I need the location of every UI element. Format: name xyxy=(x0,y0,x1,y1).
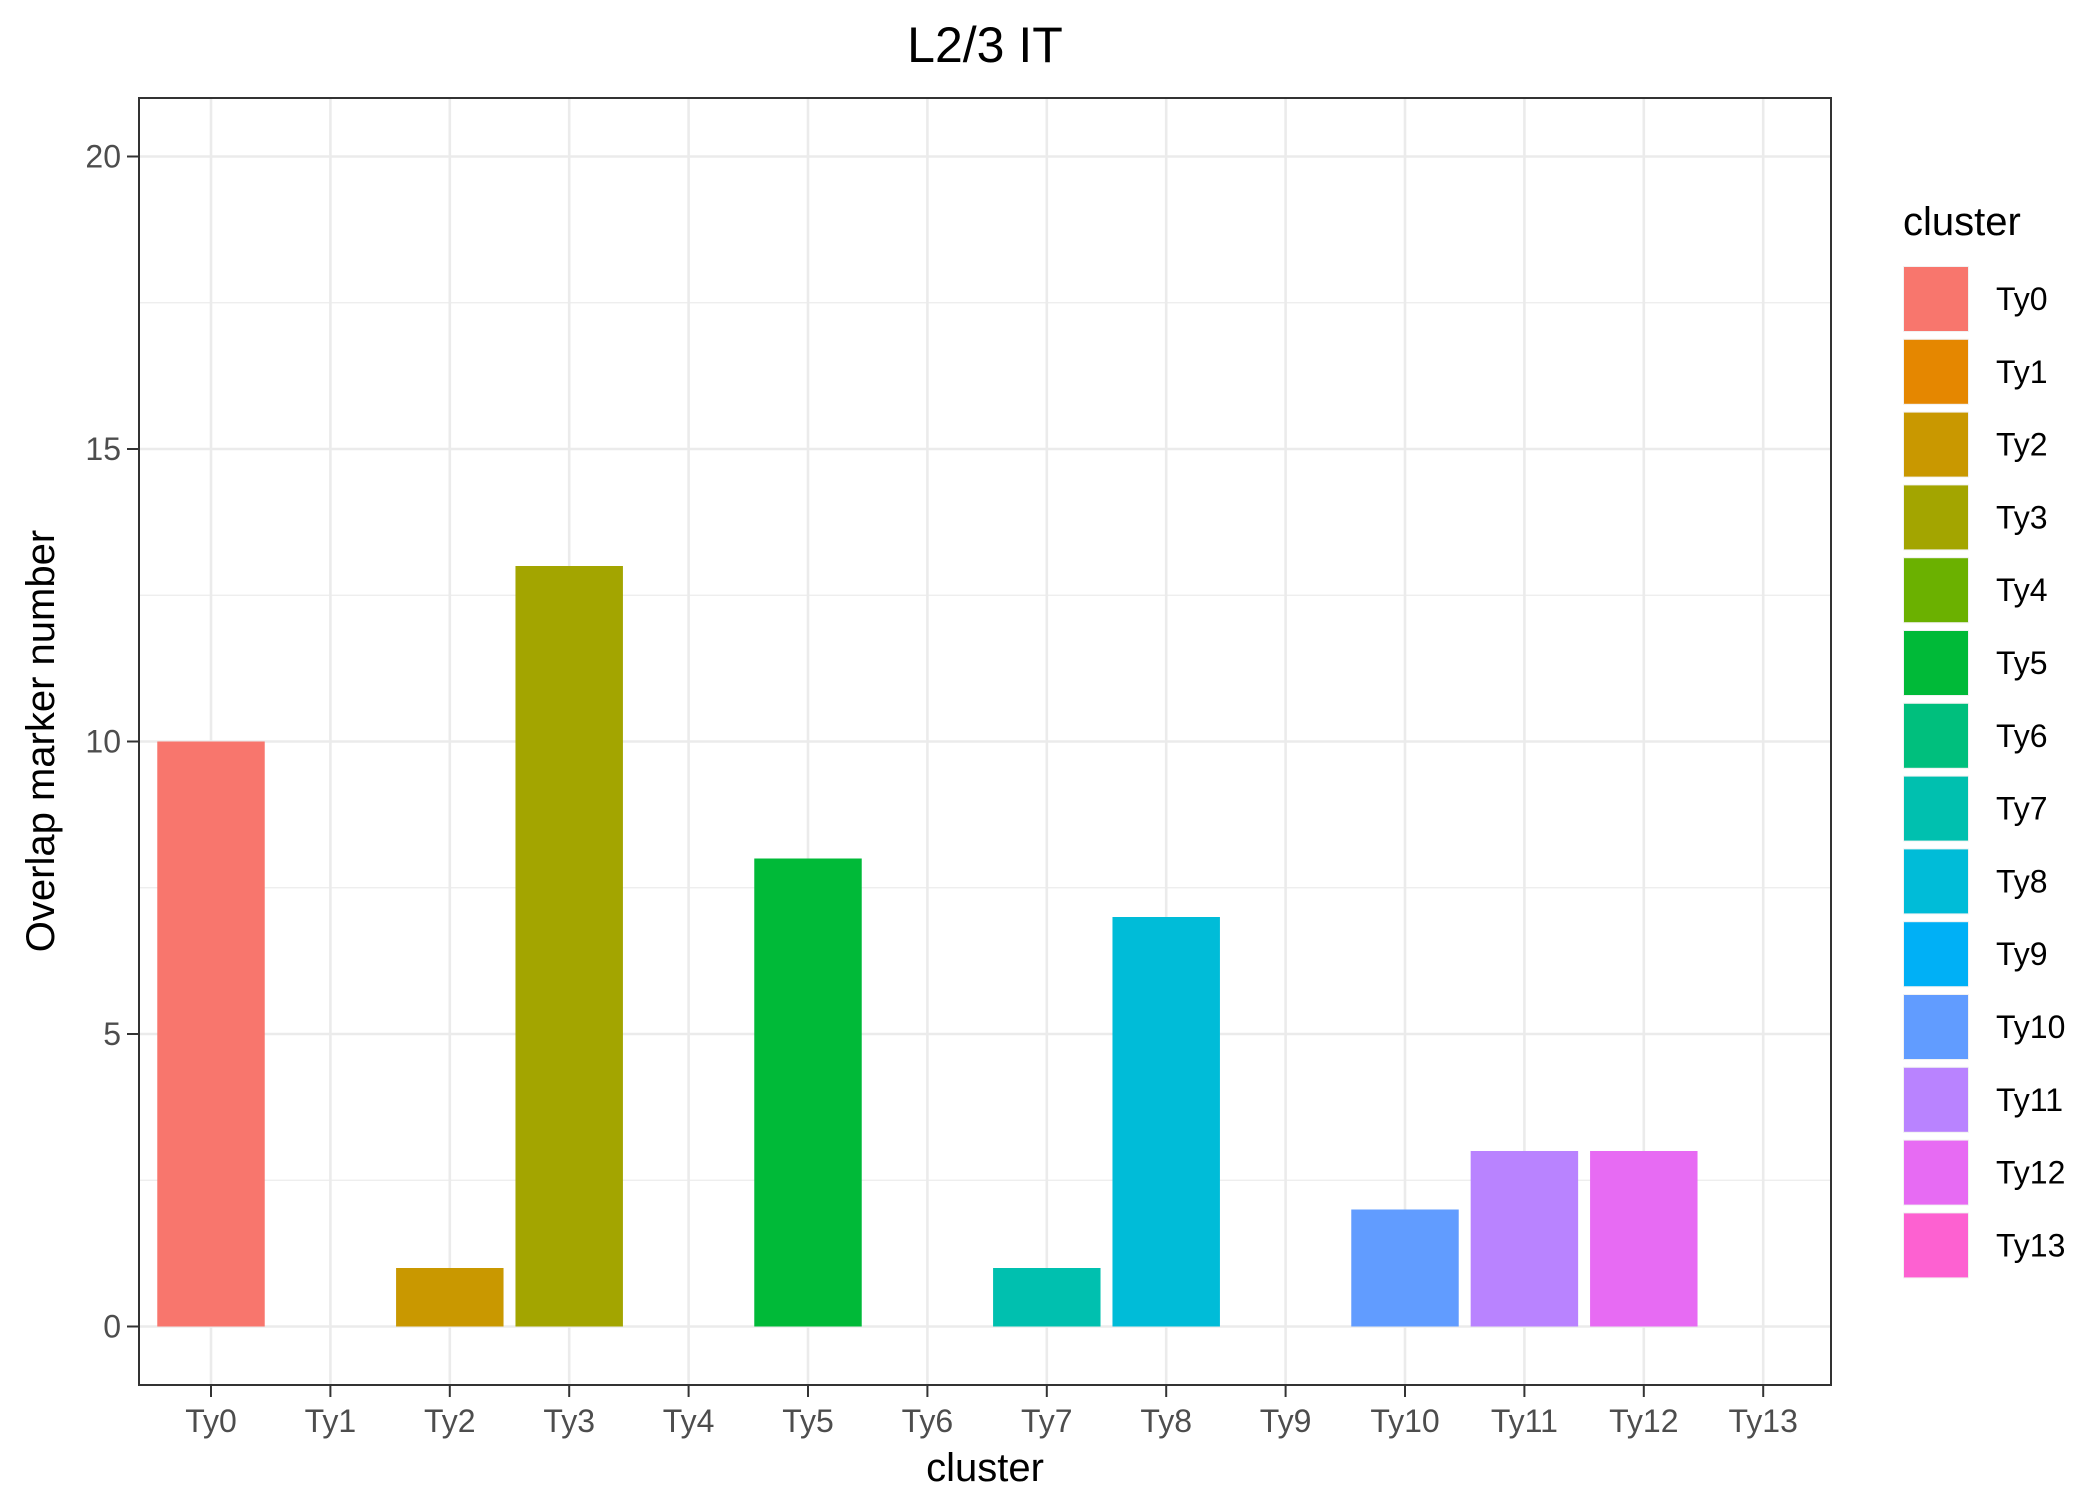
legend-swatch xyxy=(1904,995,1968,1059)
legend-label: Ty11 xyxy=(1996,1082,2063,1118)
x-tick-label: Ty7 xyxy=(1021,1403,1073,1439)
x-tick-label: Ty12 xyxy=(1609,1403,1678,1439)
chart-title: L2/3 IT xyxy=(907,17,1063,73)
legend-swatch xyxy=(1904,703,1968,768)
legend-label: Ty5 xyxy=(1996,645,2048,681)
bar-ty7 xyxy=(993,1268,1101,1327)
legend-label: Ty2 xyxy=(1996,427,2048,463)
bars xyxy=(157,566,1698,1327)
legend-label: Ty9 xyxy=(1996,936,2048,972)
y-axis-title: Overlap marker number xyxy=(19,530,63,952)
legend-label: Ty6 xyxy=(1996,718,2048,754)
legend-label: Ty1 xyxy=(1996,354,2048,390)
legend-swatch xyxy=(1904,1067,1968,1132)
legend-label: Ty3 xyxy=(1996,499,2048,535)
x-tick-label: Ty4 xyxy=(663,1403,715,1439)
x-tick-label: Ty11 xyxy=(1491,1403,1558,1439)
x-tick-label: Ty10 xyxy=(1370,1403,1439,1439)
legend-swatch xyxy=(1904,849,1968,914)
y-tick-label: 20 xyxy=(85,139,121,175)
legend-swatch xyxy=(1904,339,1968,404)
x-tick-label: Ty0 xyxy=(185,1403,237,1439)
y-tick-label: 5 xyxy=(103,1016,121,1052)
legend-label: Ty0 xyxy=(1996,281,2048,317)
y-tick-label: 0 xyxy=(103,1309,121,1345)
x-tick-label: Ty13 xyxy=(1729,1403,1798,1439)
legend-swatch xyxy=(1904,1140,1968,1205)
legend-swatch xyxy=(1904,922,1968,987)
legend-swatch xyxy=(1904,776,1968,841)
legend-swatch xyxy=(1904,412,1968,477)
y-tick-label: 15 xyxy=(85,431,121,467)
bar-ty11 xyxy=(1470,1151,1579,1327)
x-axis-title: cluster xyxy=(926,1446,1044,1490)
legend-label: Ty13 xyxy=(1996,1227,2065,1263)
legend-label: Ty8 xyxy=(1996,863,2048,899)
legend-label: Ty12 xyxy=(1996,1155,2065,1191)
legend-swatch xyxy=(1904,485,1968,550)
x-tick-label: Ty9 xyxy=(1260,1403,1312,1439)
x-tick-label: Ty3 xyxy=(543,1403,595,1439)
y-axis: 0 5 10 15 20 xyxy=(85,139,139,1345)
legend-items: Ty0 Ty1 Ty2 Ty3 Ty4 Ty5 Ty6 Ty7 Ty8 Ty9 Ty10 Ty11 Ty… xyxy=(1903,266,2065,1279)
legend-swatch xyxy=(1904,267,1968,331)
x-tick-label: Ty2 xyxy=(424,1403,476,1439)
legend-label: Ty4 xyxy=(1996,572,2048,608)
bar-ty12 xyxy=(1590,1151,1698,1327)
bar-ty5 xyxy=(754,858,862,1327)
x-axis: Ty0 Ty1 Ty2 Ty3 Ty4 Ty5 Ty6 Ty7 Ty8 Ty9 Ty10 Ty11 Ty… xyxy=(185,1385,1798,1439)
legend-swatch xyxy=(1904,558,1968,623)
legend-label: Ty7 xyxy=(1996,791,2048,827)
legend: cluster Ty0Ty1Ty2Ty3Ty4Ty5Ty6Ty7Ty8Ty9Ty… xyxy=(1903,200,2065,1279)
bar-ty2 xyxy=(396,1268,504,1327)
bar-ty8 xyxy=(1112,917,1220,1327)
y-tick-label: 10 xyxy=(85,724,121,760)
x-tick-label: Ty1 xyxy=(305,1403,357,1439)
bar-ty0 xyxy=(157,741,265,1327)
x-tick-label: Ty5 xyxy=(782,1403,834,1439)
bar-ty3 xyxy=(515,566,623,1327)
legend-title: cluster xyxy=(1903,200,2021,244)
bar-ty10 xyxy=(1351,1209,1459,1327)
legend-swatch xyxy=(1904,1213,1968,1278)
legend-label: Ty10 xyxy=(1996,1009,2065,1045)
x-tick-label: Ty6 xyxy=(902,1403,954,1439)
x-tick-label: Ty8 xyxy=(1140,1403,1192,1439)
legend-swatch xyxy=(1904,631,1968,695)
